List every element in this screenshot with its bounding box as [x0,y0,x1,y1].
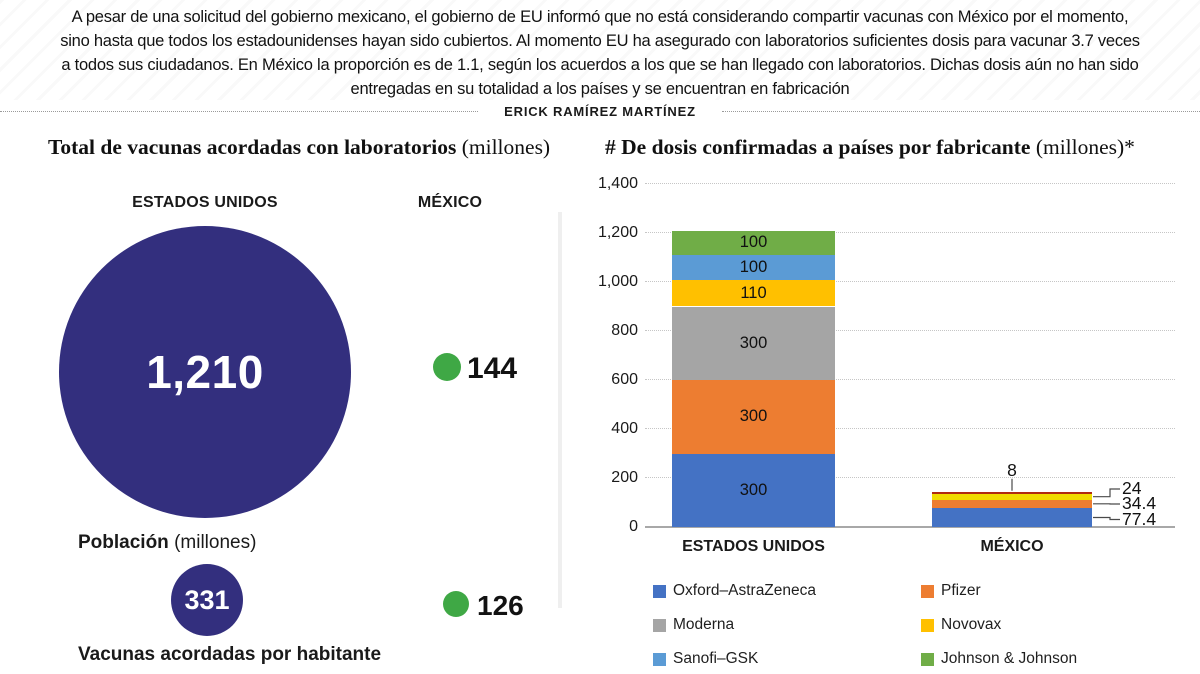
mx-population-dot [443,591,469,617]
top-callout-value: 8 [1007,459,1017,480]
y-tick-label: 800 [611,322,638,339]
left-chart-title: Total de vacunas acordadas con laborator… [48,135,550,160]
side-callout-value: 24 [1122,478,1142,498]
right-chart-title-main: # De dosis confirmadas a países por fabr… [605,135,1031,159]
side-callout-value: 77.4 [1122,508,1157,529]
legend-label: Pfizer [941,582,981,599]
mx-total-dot [433,353,461,381]
bar-segment: 300 [672,306,835,380]
legend-item: Novovax [921,616,1001,634]
intro-line: a todos sus ciudadanos. En México la pro… [61,56,1139,74]
legend-item: Oxford–AstraZeneca [653,582,816,600]
population-label: Población (millones) [78,532,256,554]
bar-segment: 300 [672,380,835,454]
legend-label: Novovax [941,616,1002,633]
legend-label: Moderna [673,616,735,633]
panel-divider [558,212,562,608]
left-chart-title-suffix: (millones) [456,135,551,159]
legend-item: Sanofi–GSK [653,650,758,668]
category-label-mx: MÉXICO [980,538,1044,555]
legend-label: Oxford–AstraZeneca [673,582,817,599]
leader-line [1093,516,1120,521]
bar-segment: 110 [672,279,835,307]
legend-label: Johnson & Johnson [941,650,1078,667]
population-label-bold: Población [78,532,169,553]
bar-segment [932,493,1092,500]
gridline [645,330,1175,331]
per-capita-label: Vacunas acordadas por habitante [78,644,382,665]
gridline [645,232,1175,233]
y-tick-label: 600 [611,371,638,388]
mx-population-value: 126 [477,590,524,621]
legend-item: Johnson & Johnson [921,650,1077,668]
bar-segment [932,508,1092,527]
legend-swatch [653,584,666,598]
intro-banner: A pesar de una solicitud del gobierno me… [0,0,1200,100]
y-tick-label: 1,400 [597,175,638,192]
intro-line: A pesar de una solicitud del gobierno me… [71,8,1129,26]
right-chart-title: # De dosis confirmadas a países por fabr… [605,135,1135,160]
right-chart-title-suffix: (millones)* [1030,135,1135,159]
bar-segment: 100 [672,255,835,280]
legend-swatch [921,652,934,666]
gridline [645,477,1175,478]
intro-line: entregadas en su totalidad a los países … [350,80,850,98]
mx-total-value: 144 [467,352,518,385]
us-total-bubble: 1,210 [59,226,351,518]
intro-line: sino hasta que todos los estadounidenses… [60,32,1140,50]
us-total-value: 1,210 [146,346,264,398]
column-header-mx: MÉXICO [417,194,483,211]
leader-line [1093,488,1120,498]
population-label-suffix: (millones) [168,532,257,553]
gridline [645,183,1175,184]
legend-swatch [653,618,666,632]
bar-segment [932,491,1092,494]
side-callout-value: 34.4 [1122,493,1157,513]
category-label-us: ESTADOS UNIDOS [682,538,825,555]
byline-rule-right [721,110,1200,112]
bar-segment [932,499,1092,509]
left-chart-title-main: Total de vacunas acordadas con laborator… [48,135,457,159]
legend-item: Moderna [653,616,734,634]
byline-row: ERICK RAMÍREZ MARTÍNEZ [0,103,1200,119]
byline-rule-left [0,110,479,112]
bar-segment: 100 [672,230,835,256]
y-tick-label: 400 [611,420,638,437]
column-header-us: ESTADOS UNIDOS [132,194,278,211]
legend-swatch [921,618,934,632]
legend-swatch [653,652,666,666]
gridline [645,281,1175,282]
y-tick-label: 1,000 [597,273,638,290]
x-axis-line [645,526,1175,528]
us-population-value: 331 [184,584,230,615]
byline: ERICK RAMÍREZ MARTÍNEZ [504,103,696,119]
y-tick-label: 200 [611,469,638,486]
bar-segment: 300 [672,453,835,527]
y-tick-label: 1,200 [597,224,638,241]
us-population-bubble: 331 [171,564,243,636]
legend-item: Pfizer [921,582,981,600]
y-tick-label: 0 [629,518,638,535]
legend-swatch [921,584,934,598]
gridline [645,428,1175,429]
gridline [645,379,1175,380]
legend-label: Sanofi–GSK [673,650,759,667]
